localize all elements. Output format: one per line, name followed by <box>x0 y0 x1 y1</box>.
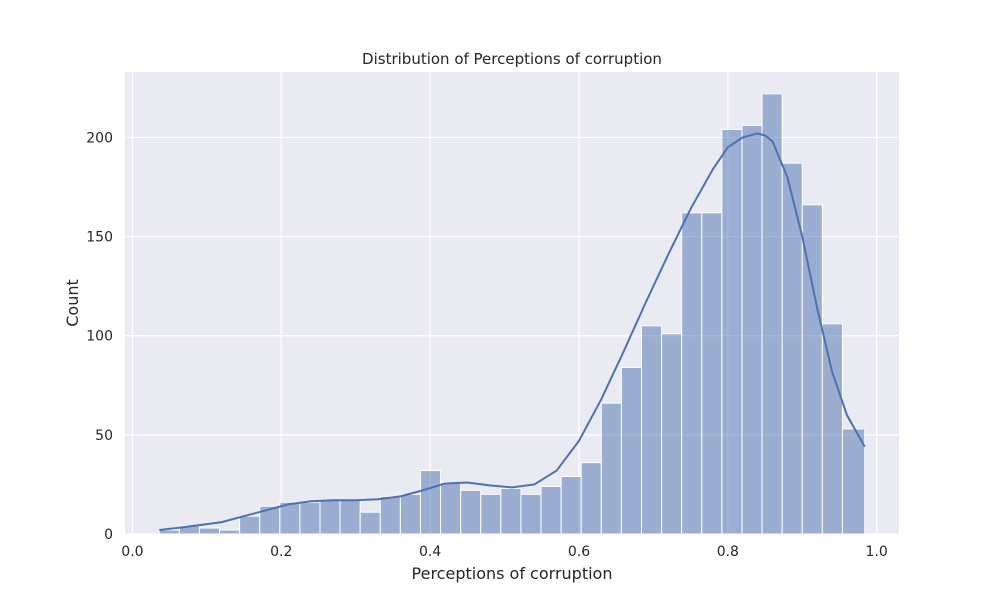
x-tick-label: 0.4 <box>419 544 441 560</box>
histogram-bar <box>841 428 866 535</box>
histogram-bar <box>661 333 683 535</box>
histogram-bar <box>319 499 341 535</box>
y-tick-labels: 0 50 100 150 200 <box>86 130 113 543</box>
histogram-bar <box>620 366 642 535</box>
histogram-bar <box>500 487 522 535</box>
y-axis-label: Count <box>63 279 82 327</box>
histogram-bar <box>640 325 663 535</box>
y-tick-label: 100 <box>86 329 113 345</box>
histogram-bar <box>600 402 622 535</box>
histogram-bar <box>580 462 602 535</box>
histogram-bar <box>239 515 261 535</box>
x-tick-label: 0.0 <box>121 544 143 560</box>
histogram-bar <box>198 527 221 535</box>
x-tick-label: 1.0 <box>866 544 888 560</box>
histogram-bar <box>781 162 803 535</box>
y-tick-label: 200 <box>86 130 113 146</box>
histogram-bar <box>821 323 843 535</box>
histogram-bar <box>681 212 703 535</box>
histogram-bar <box>399 493 421 535</box>
histogram-bars <box>158 93 866 535</box>
histogram-bar <box>219 529 241 535</box>
histogram-bar <box>721 129 743 535</box>
x-tick-label: 0.2 <box>270 544 292 560</box>
histogram-bar <box>540 485 562 535</box>
kde-curve <box>159 132 866 532</box>
x-tick-label: 0.6 <box>568 544 590 560</box>
histogram-bar <box>359 511 381 535</box>
x-tick-labels: 0.0 0.2 0.4 0.6 0.8 1.0 <box>121 544 887 560</box>
histogram-bar <box>520 493 542 535</box>
histogram-bar <box>701 212 723 535</box>
histogram-bar <box>460 489 482 535</box>
y-tick-label: 50 <box>95 428 113 444</box>
histogram-bar <box>419 470 442 535</box>
histogram-bar <box>560 475 582 535</box>
histogram-bar <box>279 501 301 535</box>
histogram-bar <box>480 493 502 535</box>
histogram-bar <box>741 125 763 535</box>
y-tick-label: 0 <box>104 527 113 543</box>
histogram-bar <box>440 481 462 535</box>
histogram-bar <box>339 499 361 535</box>
x-tick-label: 0.8 <box>717 544 739 560</box>
chart-title: Distribution of Perceptions of corruptio… <box>362 50 662 68</box>
y-tick-label: 150 <box>86 230 113 246</box>
x-axis-label: Perceptions of corruption <box>412 564 613 583</box>
histogram-bar <box>299 501 321 535</box>
histogram-bar <box>379 495 401 535</box>
